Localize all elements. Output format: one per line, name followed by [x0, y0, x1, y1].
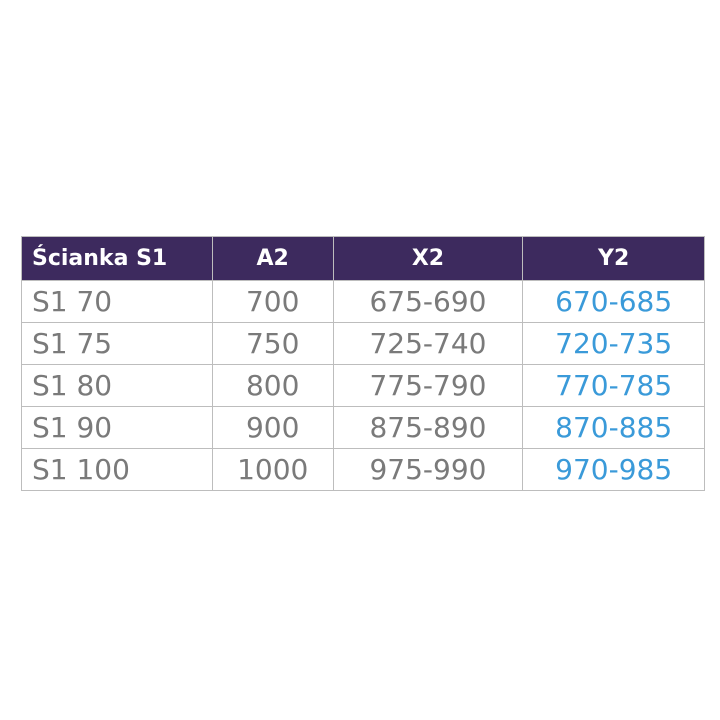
header-row: Ścianka S1 A2 X2 Y2 [21, 236, 705, 281]
a2-cell: 1000 [211, 448, 334, 491]
table-row: S1 70 700 675-690 670-685 [21, 280, 705, 323]
model-cell: S1 100 [21, 448, 213, 491]
x2-cell: 875-890 [332, 406, 524, 449]
y2-cell: 720-735 [522, 322, 705, 365]
header-x2: X2 [332, 236, 524, 281]
table-row: S1 80 800 775-790 770-785 [21, 364, 705, 407]
y2-cell: 870-885 [522, 406, 705, 449]
dimensions-table: Ścianka S1 A2 X2 Y2 S1 70 700 675-690 670-6… [21, 236, 705, 491]
header-a2: A2 [211, 236, 334, 281]
header-scianka: Ścianka S1 [21, 236, 213, 281]
a2-cell: 700 [211, 280, 334, 323]
x2-cell: 675-690 [332, 280, 524, 323]
a2-cell: 900 [211, 406, 334, 449]
header-y2: Y2 [522, 236, 705, 281]
y2-cell: 670-685 [522, 280, 705, 323]
x2-cell: 975-990 [332, 448, 524, 491]
model-cell: S1 70 [21, 280, 213, 323]
table-row: S1 90 900 875-890 870-885 [21, 406, 705, 449]
model-cell: S1 90 [21, 406, 213, 449]
table-row: S1 100 1000 975-990 970-985 [21, 448, 705, 491]
a2-cell: 800 [211, 364, 334, 407]
y2-cell: 770-785 [522, 364, 705, 407]
model-cell: S1 75 [21, 322, 213, 365]
model-cell: S1 80 [21, 364, 213, 407]
table-row: S1 75 750 725-740 720-735 [21, 322, 705, 365]
x2-cell: 725-740 [332, 322, 524, 365]
y2-cell: 970-985 [522, 448, 705, 491]
x2-cell: 775-790 [332, 364, 524, 407]
a2-cell: 750 [211, 322, 334, 365]
